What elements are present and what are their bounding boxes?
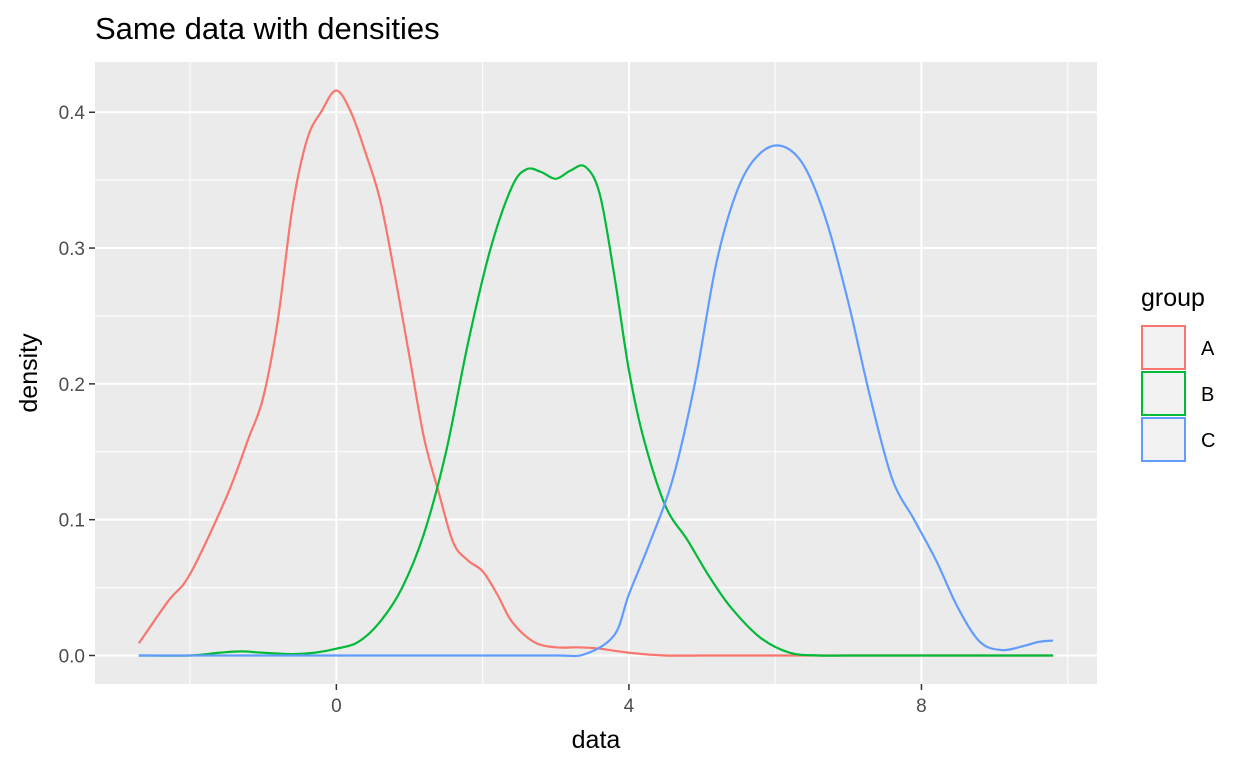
series-line-c [138,144,1054,658]
legend-key-a [1141,325,1186,370]
legend-key-b [1141,371,1186,416]
legend-item-b: B [1141,371,1214,416]
legend-item-c: C [1141,417,1215,462]
y-tick-label: 0.3 [59,239,85,260]
y-tick-label: 0.4 [59,103,86,124]
grid-minor [95,62,1097,684]
y-tick-label: 0.0 [59,646,85,667]
x-tick-label: 8 [916,696,927,717]
y-tick-label: 0.1 [59,511,85,532]
legend-item-a: A [1141,325,1215,370]
y-axis: 0.0 0.1 0.2 0.3 0.4 [59,103,95,667]
legend-label-c: C [1201,430,1215,452]
y-axis-title: density [15,333,43,413]
x-axis-title: data [572,726,621,754]
x-axis: 0 4 8 [331,684,927,717]
legend-label-b: B [1201,384,1214,406]
x-tick-label: 4 [624,696,635,717]
legend: group A B C [1141,284,1215,462]
legend-key-c [1141,417,1186,462]
legend-keys: A B C [1141,325,1215,462]
legend-label-a: A [1201,338,1215,360]
chart-title: Same data with densities [95,11,440,46]
series-line-b [138,164,1054,657]
series-line-a [137,89,1054,657]
x-tick-label: 0 [331,696,342,717]
plot-panel [95,62,1097,684]
series-layer [137,89,1054,658]
legend-title: group [1141,284,1205,312]
y-tick-label: 0.2 [59,375,85,396]
